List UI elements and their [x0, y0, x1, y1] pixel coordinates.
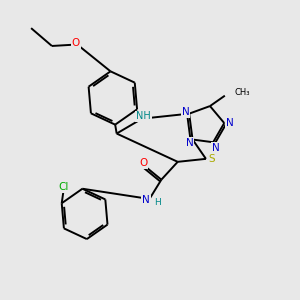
Text: S: S [208, 154, 214, 164]
Text: O: O [72, 38, 80, 48]
Text: NH: NH [136, 111, 151, 121]
Text: N: N [142, 196, 150, 206]
Text: Cl: Cl [58, 182, 68, 192]
Text: O: O [140, 158, 148, 168]
Text: N: N [182, 107, 190, 117]
Text: N: N [226, 118, 233, 128]
Text: N: N [212, 142, 219, 153]
Text: H: H [154, 198, 161, 207]
Text: N: N [186, 137, 194, 148]
Text: CH₃: CH₃ [234, 88, 250, 97]
